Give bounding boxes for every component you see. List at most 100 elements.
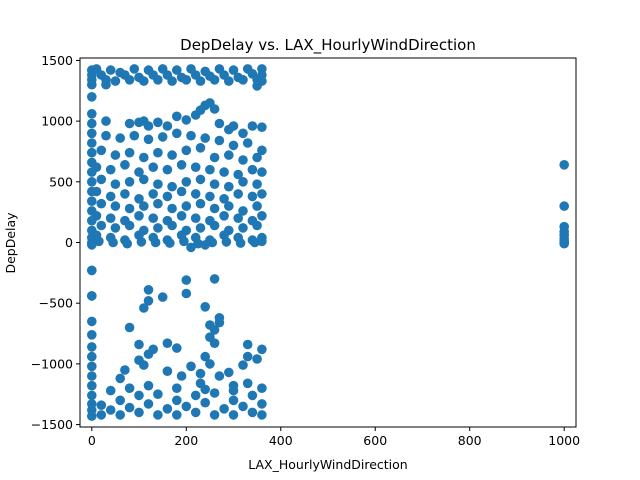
data-point (96, 410, 107, 420)
data-point (162, 366, 173, 377)
data-point (157, 292, 168, 302)
data-point (136, 237, 147, 247)
data-point (252, 179, 262, 189)
y-tick-label: −1000 (31, 356, 73, 371)
data-point (257, 122, 267, 132)
data-point (101, 79, 111, 90)
data-point (162, 191, 173, 202)
data-point (257, 211, 267, 221)
data-point (209, 152, 220, 163)
data-point (167, 150, 177, 160)
data-point (219, 194, 229, 204)
data-point (120, 160, 130, 170)
data-point (87, 196, 97, 206)
data-point (252, 201, 262, 211)
data-point (124, 383, 135, 394)
data-point (214, 317, 225, 328)
y-tick-label: −500 (39, 296, 73, 311)
data-point (247, 121, 258, 131)
data-point (179, 236, 189, 247)
data-point (559, 160, 569, 170)
data-point (176, 371, 187, 381)
data-point (257, 145, 267, 156)
x-axis-label: LAX_HourlyWindDirection (248, 457, 407, 472)
data-point (559, 238, 569, 249)
data-point (235, 238, 246, 248)
data-point (209, 179, 220, 189)
data-point (176, 186, 187, 197)
data-point (221, 237, 232, 247)
data-point (228, 121, 239, 131)
data-point (120, 189, 130, 199)
data-point (96, 145, 107, 156)
data-point (96, 220, 107, 231)
data-point (205, 191, 215, 202)
data-point (247, 191, 258, 202)
data-point (193, 238, 203, 249)
data-point (87, 118, 97, 129)
data-point (257, 189, 267, 199)
data-point (153, 223, 163, 233)
data-point (224, 367, 234, 378)
data-point (200, 397, 210, 408)
data-point (87, 361, 97, 372)
data-point (115, 410, 125, 420)
data-point (200, 240, 210, 250)
data-point (209, 104, 220, 114)
data-point (87, 411, 97, 421)
data-point (209, 410, 220, 420)
data-point (190, 407, 201, 418)
data-point (238, 206, 248, 216)
data-point (165, 238, 175, 248)
data-point (87, 291, 97, 301)
data-point (94, 236, 104, 247)
data-point (238, 360, 248, 370)
data-point (200, 351, 210, 362)
data-point (252, 152, 262, 163)
data-point (186, 242, 196, 253)
data-point (124, 220, 135, 231)
data-point (129, 130, 140, 141)
data-point (153, 410, 163, 420)
data-point (124, 177, 135, 187)
data-point (162, 338, 173, 349)
data-point (87, 342, 97, 352)
data-point (172, 111, 182, 122)
data-point (250, 237, 260, 248)
data-point (181, 115, 192, 125)
data-point (134, 390, 144, 401)
data-point (105, 213, 116, 223)
data-point (209, 338, 220, 349)
data-point (134, 339, 144, 350)
y-tick-label: 1500 (41, 53, 73, 68)
data-point (228, 395, 239, 406)
chart-title: DepDelay vs. LAX_HourlyWindDirection (180, 36, 476, 55)
data-point (242, 138, 253, 148)
data-point (214, 371, 225, 381)
data-point (87, 371, 97, 381)
data-point (228, 65, 239, 75)
data-point (87, 316, 97, 327)
data-point (228, 140, 239, 151)
data-point (209, 75, 220, 85)
data-point (150, 237, 161, 248)
x-tick-label: 400 (269, 433, 293, 448)
data-point (115, 395, 125, 406)
data-point (162, 164, 173, 175)
data-point (110, 150, 121, 160)
y-tick-label: 500 (49, 174, 73, 189)
data-point (559, 201, 569, 211)
data-point (87, 177, 97, 187)
data-point (105, 65, 116, 75)
data-point (153, 179, 163, 189)
data-point (143, 134, 154, 145)
data-point (242, 351, 253, 362)
data-point (139, 76, 149, 86)
data-point (105, 385, 116, 396)
data-point (238, 223, 248, 233)
data-point (257, 399, 267, 409)
data-point (247, 390, 258, 401)
data-point (139, 360, 149, 370)
data-point (176, 160, 187, 170)
data-point (134, 167, 144, 177)
